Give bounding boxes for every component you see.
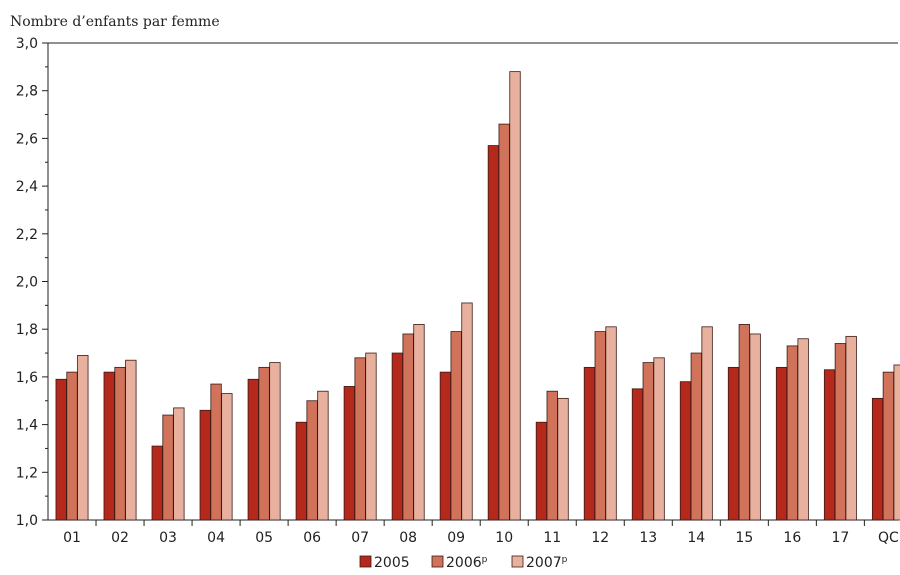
bar-2006-QC [882,371,895,521]
bar-2007-14 [701,326,713,521]
x-tick-label: 08 [399,530,417,546]
bar-2006-16 [786,345,799,521]
x-tick-label: 11 [543,530,561,546]
bar-2007-05 [269,362,281,521]
x-tick-label: 15 [735,530,753,546]
bar-2005-16 [775,366,788,521]
bar-2005-08 [391,352,404,521]
bar-2006-03 [162,414,174,521]
x-tick-label: 07 [351,530,369,546]
legend-label-2006: 2006p [446,555,488,571]
x-tick-label: 02 [111,530,129,546]
bar-2007-12 [605,326,617,521]
y-tick-label: 3,0 [16,36,38,52]
x-tick-label: 01 [63,530,81,546]
plot-area: 1,0 1,2 1,4 1,6 1,8 2,0 2,2 2,4 2,6 2,8 3,0 01 02 03 0… [16,36,900,546]
legend-swatch-2005 [359,555,372,568]
bar-2005-07 [343,386,355,521]
bar-2007-09 [461,302,473,521]
bar-2007-07 [365,352,377,521]
bar-2006-09 [450,331,462,521]
legend: 2005 2006p 2007p [359,555,568,571]
bar-2006-11 [546,390,558,521]
bar-2005-06 [295,421,307,521]
bar-2005-15 [727,366,740,521]
bar-2007-13 [653,357,665,521]
bar-2005-05 [247,378,259,521]
bar-2006-07 [354,357,366,521]
y-tick-label: 2,8 [16,84,38,100]
x-tick-label: 17 [831,530,849,546]
y-tick-label: 1,0 [16,513,38,529]
x-tick-label: 14 [687,530,705,546]
bar-2007-08 [413,324,425,521]
legend-label-2005: 2005 [374,555,410,571]
bar-2007-17 [845,335,857,521]
x-tick-label: QC [878,530,899,546]
bar-2005-QC [871,397,884,521]
bar-2007-02 [125,359,137,521]
x-tick-label: 16 [783,530,801,546]
bar-2005-13 [631,388,644,521]
bar-2005-04 [199,409,211,521]
x-tick-label: 03 [159,530,177,546]
bar-2005-01 [55,378,67,521]
bar-2005-10 [487,145,500,521]
bar-2006-12 [594,331,606,521]
bar-2005-12 [583,366,596,521]
bar-2007-15 [749,333,761,521]
bar-2007-01 [77,355,89,521]
bar-2005-02 [103,371,115,521]
bar-2006-13 [642,362,654,521]
bar-2005-03 [151,445,163,521]
bar-2005-17 [823,369,836,521]
bar-2006-04 [210,383,222,521]
bar-2007-16 [797,338,809,521]
x-tick-label: 09 [447,530,465,546]
x-tick-label: 10 [495,530,513,546]
x-tick-label: 05 [255,530,273,546]
x-tick-label: 13 [639,530,657,546]
bar-2006-02 [114,366,126,521]
x-tick-label: 04 [207,530,225,546]
legend-label-2007: 2007p [526,555,568,571]
legend-swatch-2007 [511,555,524,568]
y-tick-label: 2,4 [16,179,38,195]
y-tick-label: 2,6 [16,131,38,147]
bar-2005-09 [439,371,452,521]
bar-2007-04 [221,393,233,521]
x-tick-label: 06 [303,530,321,546]
bar-2007-11 [557,397,569,521]
y-axis-label: Nombre d’enfants par femme [10,14,220,30]
bar-2006-10 [498,123,510,521]
bar-2005-14 [679,381,692,521]
bar-2007-06 [317,390,329,521]
y-tick-label: 1,4 [16,418,38,434]
y-tick-label: 2,0 [16,275,38,291]
bar-2006-08 [402,333,414,521]
bar-2006-17 [834,343,847,521]
bar-2007-QC [893,364,900,521]
bar-2007-10 [509,71,521,521]
bar-2006-15 [738,324,750,521]
y-tick-label: 2,2 [16,227,38,243]
bar-2007-03 [173,407,185,521]
y-tick-label: 1,6 [16,370,38,386]
y-tick-label: 1,8 [16,322,38,338]
bar-2006-01 [66,371,78,521]
bar-2005-11 [535,421,548,521]
x-tick-label: 12 [591,530,609,546]
legend-swatch-2006 [431,555,444,568]
bar-2006-05 [258,366,270,521]
y-tick-label: 1,2 [16,465,38,481]
bar-2006-06 [306,400,318,521]
bar-2006-14 [690,352,702,521]
